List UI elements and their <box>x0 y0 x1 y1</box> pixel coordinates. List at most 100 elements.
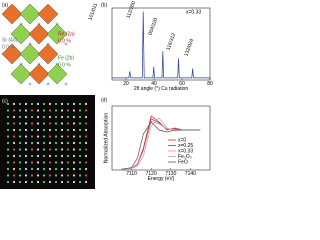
x-tick-label: 20 <box>123 81 129 87</box>
atom-column <box>12 115 16 119</box>
annotation: x=0.33 <box>186 9 201 15</box>
atom-column <box>30 167 34 171</box>
atom-column <box>24 115 28 119</box>
atom-column <box>6 161 10 164</box>
atom-column <box>18 122 22 125</box>
atom-column <box>84 115 88 119</box>
atom-column <box>48 135 52 138</box>
atom-column <box>48 154 52 158</box>
atom-column <box>66 148 70 151</box>
octahedron <box>28 23 50 45</box>
legend-label: Fe₂O₃ <box>178 154 192 160</box>
atom-column <box>84 180 88 184</box>
x-axis-label: Energy (eV) <box>148 176 175 182</box>
atom-column <box>54 161 58 164</box>
atom-column <box>30 148 34 151</box>
peak-label: 004/220 <box>147 17 159 36</box>
atom-column <box>78 167 82 171</box>
x-axis-label: 2θ angle (°) Cu radiation <box>134 86 188 92</box>
atom-columns <box>6 102 88 184</box>
atom-column <box>24 161 28 164</box>
site-occupancy: 0.0 % <box>2 44 15 50</box>
atom-column <box>24 109 28 112</box>
octahedron <box>46 23 68 45</box>
atom-column <box>54 109 58 112</box>
atom-column <box>30 161 34 164</box>
atom-column <box>54 180 58 184</box>
legend-label: x=0.33 <box>178 148 193 154</box>
atom-column <box>60 141 64 145</box>
atom-column <box>72 154 76 158</box>
atom-column <box>12 180 16 184</box>
atom-column <box>84 174 88 177</box>
atom-column <box>36 167 40 171</box>
atom-column <box>84 135 88 138</box>
atom-column <box>60 115 64 119</box>
atom-column <box>18 154 22 158</box>
atom-column <box>30 174 34 177</box>
legend-label: FeO <box>178 159 188 165</box>
atom-column <box>36 102 40 106</box>
atom-column <box>36 135 40 138</box>
atom-column <box>18 102 22 106</box>
atom-column <box>42 135 46 138</box>
site-name: Fe (2b) <box>58 55 74 61</box>
atom-column <box>18 174 22 177</box>
sr-atom <box>46 82 50 86</box>
atom-column <box>36 128 40 132</box>
crystal-structure <box>1 3 68 86</box>
sr-atom <box>28 82 32 86</box>
site-name: Sr (4d) <box>2 37 18 43</box>
atom-column <box>72 174 76 177</box>
atom-column <box>42 102 46 106</box>
atom-column <box>66 174 70 177</box>
atom-column <box>12 122 16 125</box>
atom-column <box>78 154 82 158</box>
atom-column <box>24 148 28 151</box>
atom-column <box>42 128 46 132</box>
atom-column <box>54 122 58 125</box>
atom-column <box>42 141 46 145</box>
x-tick-label: 7110 <box>126 171 137 177</box>
atom-column <box>54 174 58 177</box>
atom-column <box>24 180 28 184</box>
atom-column <box>12 174 16 177</box>
atom-column <box>36 115 40 119</box>
octahedron <box>10 63 32 85</box>
atom-column <box>36 109 40 112</box>
atom-column <box>54 135 58 138</box>
atom-column <box>12 148 16 151</box>
atom-column <box>36 161 40 164</box>
atom-column <box>36 154 40 158</box>
atom-column <box>24 154 28 158</box>
atom-column <box>6 180 10 184</box>
octahedron <box>1 43 23 65</box>
atom-column <box>6 102 10 106</box>
atom-column <box>60 122 64 125</box>
atom-column <box>42 161 46 164</box>
atom-column <box>78 128 82 132</box>
plot-frame <box>111 105 211 171</box>
atom-column <box>60 174 64 177</box>
atom-column <box>48 174 52 177</box>
atom-column <box>48 115 52 119</box>
atom-column <box>18 148 22 151</box>
atom-column <box>18 115 22 119</box>
atom-column <box>6 154 10 158</box>
atom-column <box>42 154 46 158</box>
atom-column <box>60 180 64 184</box>
atom-column <box>18 135 22 138</box>
atom-column <box>54 102 58 106</box>
atom-column <box>66 180 70 184</box>
atom-column <box>18 128 22 132</box>
octahedron <box>46 63 68 85</box>
atom-column <box>54 154 58 158</box>
sr-atom <box>64 42 68 46</box>
legend-label: x=0.25 <box>178 143 193 149</box>
atom-column <box>30 135 34 138</box>
atom-column <box>6 135 10 138</box>
atom-column <box>6 174 10 177</box>
atom-column <box>84 154 88 158</box>
atom-column <box>18 161 22 164</box>
x-tick-label: 7120 <box>146 171 157 177</box>
